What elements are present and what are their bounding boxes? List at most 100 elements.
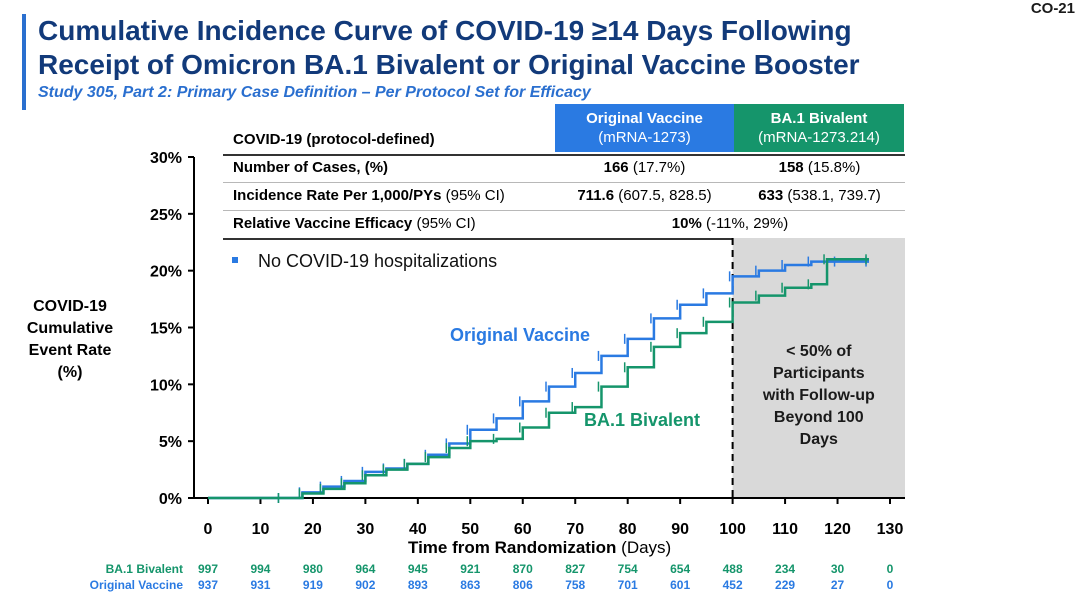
row-cases-bivalent: 158 (15.8%) — [734, 154, 905, 182]
at-risk-original-count: 931 — [250, 578, 270, 592]
row-efficacy-label-ci: (95% CI) — [412, 215, 476, 232]
at-risk-bivalent-count: 754 — [618, 562, 638, 576]
at-risk-original-count: 919 — [303, 578, 323, 592]
y-tick-label: 15% — [150, 321, 182, 338]
row-incidence-original-value: 711.6 — [577, 187, 615, 204]
x-tick-label: 0 — [204, 521, 213, 538]
x-axis-label: Time from Randomization (Days) — [408, 538, 671, 558]
table-row-incidence: Incidence Rate Per 1,000/PYs (95% CI) 71… — [223, 182, 905, 211]
y-axis-label-line-4: (%) — [57, 364, 83, 381]
row-incidence-label: Incidence Rate Per 1,000/PYs (95% CI) — [233, 182, 505, 210]
x-tick-label: 100 — [719, 521, 746, 538]
row-incidence-label-bold: Incidence Rate Per 1,000/PYs — [233, 187, 442, 204]
x-tick-label: 70 — [566, 521, 584, 538]
x-tick-label: 130 — [877, 521, 904, 538]
title-line-2: Receipt of Omicron BA.1 Bivalent or Orig… — [38, 49, 860, 80]
at-risk-bivalent-count: 234 — [775, 562, 795, 576]
row-efficacy-label: Relative Vaccine Efficacy (95% CI) — [233, 210, 476, 238]
x-tick-label: 40 — [409, 521, 427, 538]
y-axis-label-line-3: Event Rate — [28, 342, 112, 359]
row-cases-label: Number of Cases, (%) — [233, 159, 389, 176]
row-incidence-bivalent-value: 633 — [758, 187, 784, 204]
page-title: Cumulative Incidence Curve of COVID-19 ≥… — [38, 14, 1038, 82]
series-line-bivalent — [208, 258, 870, 500]
row-incidence-bivalent: 633 (538.1, 739.7) — [734, 182, 905, 210]
row-incidence-original-ci: (607.5, 828.5) — [614, 187, 712, 204]
col-header-bivalent: BA.1 Bivalent (mRNA-1273.214) — [734, 104, 904, 152]
at-risk-original-count: 701 — [618, 578, 638, 592]
at-risk-original-count: 0 — [887, 578, 894, 592]
y-tick-label: 25% — [150, 207, 182, 224]
row-cases-bivalent-pct: (15.8%) — [803, 159, 861, 176]
row-efficacy-value-bold: 10% — [671, 215, 702, 232]
series-line-original — [208, 260, 870, 500]
y-axis-label-line-2: Cumulative — [26, 320, 114, 337]
table-row-cases: Number of Cases, (%) 166 (17.7%) 158 (15… — [223, 154, 905, 183]
y-axis-label: COVID-19 Cumulative Event Rate (%) — [10, 296, 130, 384]
series-label-bivalent: BA.1 Bivalent — [584, 410, 700, 430]
y-axis-label-line-1: COVID-19 — [33, 298, 107, 315]
row-incidence-bivalent-ci: (538.1, 739.7) — [783, 187, 881, 204]
y-tick-label: 20% — [150, 264, 182, 281]
at-risk-bivalent-count: 654 — [670, 562, 690, 576]
table-header-label: COVID-19 (protocol-defined) — [233, 131, 435, 148]
series-label-original: Original Vaccine — [450, 325, 590, 345]
y-tick-label: 10% — [150, 377, 182, 394]
row-cases-original-pct: (17.7%) — [628, 159, 686, 176]
at-risk-bivalent-count: 0 — [887, 562, 894, 576]
at-risk-original-count: 229 — [775, 578, 795, 592]
x-tick-label: 80 — [619, 521, 637, 538]
x-tick-label: 50 — [461, 521, 479, 538]
at-risk-bivalent-count: 870 — [513, 562, 533, 576]
at-risk-bivalent-count: 827 — [565, 562, 585, 576]
at-risk-original-count: 863 — [460, 578, 480, 592]
x-tick-label: 60 — [514, 521, 532, 538]
shaded-region-text: Participants — [773, 365, 865, 382]
at-risk-original-count: 893 — [408, 578, 428, 592]
row-cases-bivalent-count: 158 — [778, 159, 804, 176]
y-tick-label: 0% — [159, 491, 182, 508]
at-risk-bivalent-count: 488 — [723, 562, 743, 576]
row-cases-original: 166 (17.7%) — [555, 154, 734, 182]
at-risk-original-count: 806 — [513, 578, 533, 592]
row-incidence-original: 711.6 (607.5, 828.5) — [555, 182, 734, 210]
shaded-region-text: Beyond 100 — [774, 409, 864, 426]
shaded-region — [732, 238, 905, 498]
legend-marker — [232, 257, 238, 263]
col-header-bivalent-title: BA.1 Bivalent — [770, 110, 868, 127]
x-tick-label: 10 — [252, 521, 270, 538]
col-header-original: Original Vaccine (mRNA-1273) — [555, 104, 734, 152]
row-incidence-label-ci: (95% CI) — [441, 187, 505, 204]
at-risk-bivalent-count: 994 — [250, 562, 270, 576]
at-risk-original-count: 902 — [355, 578, 375, 592]
legend-text: No COVID-19 hospitalizations — [258, 251, 497, 271]
title-line-1: Cumulative Incidence Curve of COVID-19 ≥… — [38, 15, 852, 46]
title-accent-bar — [22, 14, 26, 110]
at-risk-original-count: 937 — [198, 578, 218, 592]
x-tick-label: 30 — [356, 521, 374, 538]
x-tick-label: 110 — [772, 521, 798, 538]
shaded-region-text: Days — [800, 431, 838, 448]
at-risk-bivalent-count: 30 — [831, 562, 845, 576]
shaded-region-text: with Follow-up — [762, 387, 875, 404]
x-axis-label-bold: Time from Randomization — [408, 538, 617, 557]
table-row-efficacy: Relative Vaccine Efficacy (95% CI) 10% (… — [223, 210, 905, 240]
row-efficacy-value-ci: (-11%, 29%) — [701, 215, 789, 232]
row-efficacy-label-bold: Relative Vaccine Efficacy — [233, 215, 413, 232]
row-cases-original-count: 166 — [603, 159, 629, 176]
at-risk-bivalent-count: 964 — [355, 562, 375, 576]
at-risk-bivalent-count: 980 — [303, 562, 323, 576]
x-tick-label: 20 — [304, 521, 322, 538]
shaded-region-text: < 50% of — [786, 343, 852, 360]
x-axis-label-unit: (Days) — [616, 538, 672, 557]
at-risk-original-count: 452 — [723, 578, 743, 592]
slide-id: CO-21 — [1030, 0, 1075, 17]
at-risk-label-original: Original Vaccine — [90, 578, 184, 592]
page-subtitle: Study 305, Part 2: Primary Case Definiti… — [38, 84, 591, 101]
x-tick-label: 120 — [824, 521, 851, 538]
col-header-original-title: Original Vaccine — [586, 110, 703, 127]
col-header-original-sub: (mRNA-1273) — [598, 129, 691, 146]
at-risk-bivalent-count: 997 — [198, 562, 218, 576]
row-efficacy-value: 10% (-11%, 29%) — [555, 210, 905, 238]
